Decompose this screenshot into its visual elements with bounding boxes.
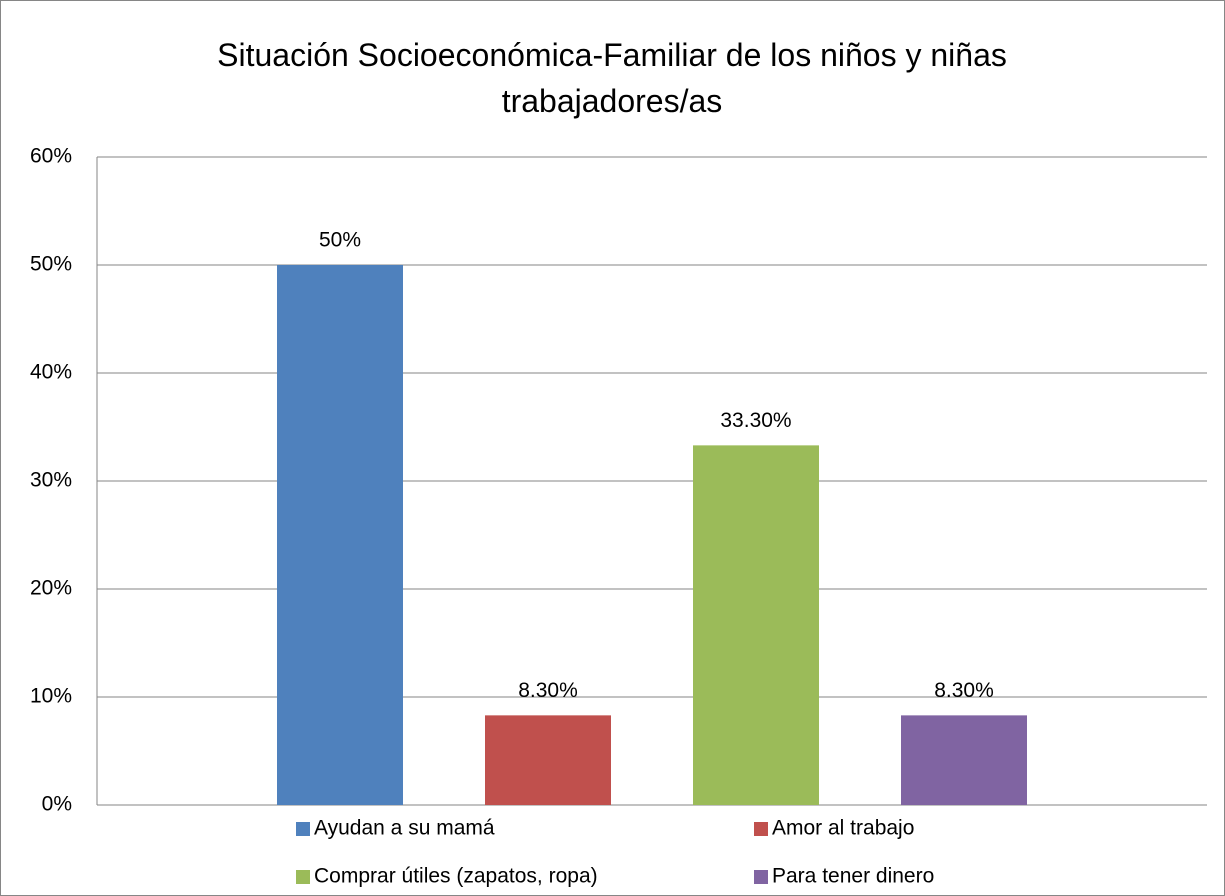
bar xyxy=(485,715,611,805)
legend-swatch xyxy=(296,822,310,836)
y-tick-label: 60% xyxy=(30,145,72,168)
legend-label: Ayudan a su mamá xyxy=(314,817,495,840)
legend-swatch xyxy=(296,870,310,884)
y-tick-label: 0% xyxy=(42,793,72,816)
y-tick-label: 30% xyxy=(30,469,72,492)
legend-label: Amor al trabajo xyxy=(772,817,914,840)
y-tick-label: 40% xyxy=(30,361,72,384)
bar xyxy=(277,265,403,805)
data-label: 8.30% xyxy=(934,679,994,702)
bar xyxy=(693,445,819,805)
y-tick-label: 20% xyxy=(30,577,72,600)
data-label: 50% xyxy=(319,229,361,252)
legend-label: Comprar útiles (zapatos, ropa) xyxy=(314,865,598,888)
data-label: 8.30% xyxy=(518,679,578,702)
legend-label: Para tener dinero xyxy=(772,865,934,888)
y-tick-label: 10% xyxy=(30,685,72,708)
legend-swatch xyxy=(754,822,768,836)
y-tick-label: 50% xyxy=(30,253,72,276)
legend-swatch xyxy=(754,870,768,884)
bar xyxy=(901,715,1027,805)
data-label: 33.30% xyxy=(720,409,791,432)
chart-title: Situación Socioeconómica-Familiar de los… xyxy=(217,37,1007,119)
